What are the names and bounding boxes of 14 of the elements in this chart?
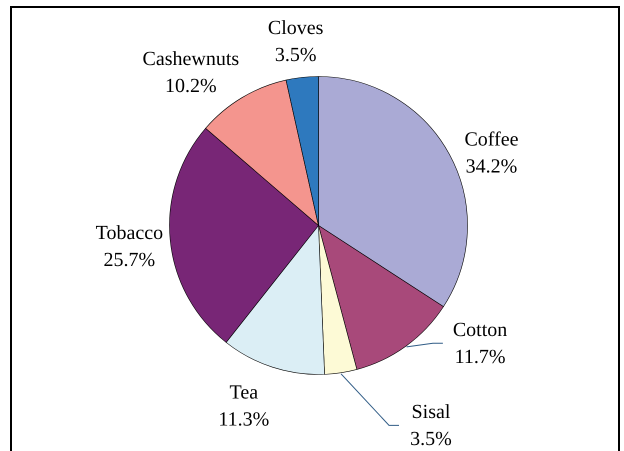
data-label: 11.7% (454, 346, 506, 368)
slice-label: Cloves (268, 17, 324, 40)
slice-label: Tobacco (96, 222, 164, 244)
data-label: 25.7% (104, 249, 156, 272)
data-label: 10.2% (165, 75, 217, 98)
data-label: 34.2% (466, 155, 518, 178)
data-label: 3.5% (410, 428, 452, 450)
slice-label: Tea (230, 382, 258, 404)
slice-label: Cashewnuts (142, 48, 240, 70)
data-label: 3.5% (274, 44, 317, 66)
data-label: 11.3% (218, 408, 270, 431)
slice-label: Cotton (452, 318, 508, 341)
slice-label: Sisal (412, 400, 451, 423)
slice-label: Coffee (464, 128, 519, 150)
